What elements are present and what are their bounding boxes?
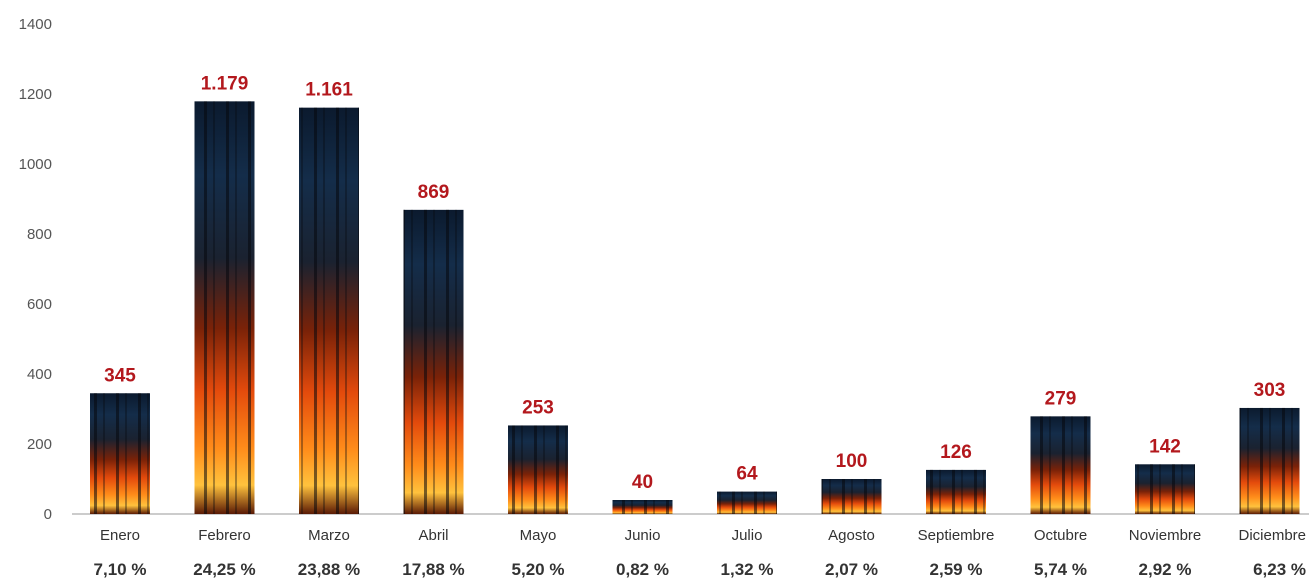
bar-texture bbox=[1135, 464, 1195, 514]
bar-texture bbox=[299, 108, 359, 514]
bar-texture bbox=[90, 393, 150, 514]
bar-texture bbox=[717, 492, 777, 514]
x-tick-label: Octubre bbox=[1034, 527, 1087, 544]
y-tick-label: 1200 bbox=[19, 86, 52, 103]
bar-texture bbox=[613, 500, 673, 514]
x-tick-label: Febrero bbox=[198, 527, 251, 544]
bar-diciembre bbox=[1240, 408, 1300, 514]
y-tick-label: 1000 bbox=[19, 156, 52, 173]
y-tick-label: 200 bbox=[27, 436, 52, 453]
bar-texture bbox=[508, 425, 568, 514]
bar-octubre bbox=[1031, 416, 1091, 514]
x-tick-label: Enero bbox=[100, 527, 140, 544]
y-tick-label: 0 bbox=[44, 506, 52, 523]
bars bbox=[90, 101, 1300, 514]
bar-texture bbox=[926, 470, 986, 514]
bar-value-label: 142 bbox=[1149, 436, 1181, 457]
bar-abril bbox=[404, 210, 464, 514]
y-tick-label: 400 bbox=[27, 366, 52, 383]
bar-texture bbox=[1031, 416, 1091, 514]
bar-enero bbox=[90, 393, 150, 514]
bar-value-label: 1.161 bbox=[305, 80, 353, 101]
y-tick-label: 1400 bbox=[19, 16, 52, 33]
bar-value-label: 40 bbox=[632, 472, 653, 493]
bar-noviembre bbox=[1135, 464, 1195, 514]
y-axis: 0 200 400 600 800 1000 1200 1400 bbox=[19, 16, 52, 523]
x-tick-label: Abril bbox=[418, 527, 448, 544]
bar-texture bbox=[822, 479, 882, 514]
bar-junio bbox=[613, 500, 673, 514]
bar-value-label: 869 bbox=[418, 182, 450, 203]
x-axis-labels: Enero Febrero Marzo Abril Mayo Junio Julio Agos… bbox=[100, 527, 1306, 544]
bar-agosto bbox=[822, 479, 882, 514]
percentage-label: 2,07 % bbox=[825, 560, 878, 579]
value-labels: 345 1.179 1.161 869 253 40 64 100 126 279 142 303 bbox=[104, 73, 1285, 493]
x-tick-label: Agosto bbox=[828, 527, 875, 544]
percentage-label: 1,32 % bbox=[721, 560, 774, 579]
bar-value-label: 253 bbox=[522, 397, 554, 418]
bar-value-label: 126 bbox=[940, 442, 972, 463]
y-tick-label: 800 bbox=[27, 226, 52, 243]
bar-value-label: 279 bbox=[1045, 388, 1077, 409]
bar-marzo bbox=[299, 108, 359, 514]
bar-value-label: 303 bbox=[1254, 380, 1286, 401]
percentage-label: 5,74 % bbox=[1034, 560, 1087, 579]
bar-texture bbox=[1240, 408, 1300, 514]
percentage-label: 23,88 % bbox=[298, 560, 360, 579]
percentage-label: 17,88 % bbox=[402, 560, 464, 579]
bar-texture bbox=[195, 101, 255, 514]
percentage-label: 24,25 % bbox=[193, 560, 255, 579]
percentage-labels: 7,10 % 24,25 % 23,88 % 17,88 % 5,20 % 0,82 % 1… bbox=[94, 560, 1306, 579]
y-tick-label: 600 bbox=[27, 296, 52, 313]
bar-febrero bbox=[195, 101, 255, 514]
bar-julio bbox=[717, 492, 777, 514]
percentage-label: 2,59 % bbox=[930, 560, 983, 579]
x-tick-label: Diciembre bbox=[1238, 527, 1306, 544]
bar-mayo bbox=[508, 425, 568, 514]
percentage-label: 7,10 % bbox=[94, 560, 147, 579]
x-tick-label: Septiembre bbox=[918, 527, 995, 544]
bar-value-label: 345 bbox=[104, 365, 136, 386]
x-tick-label: Marzo bbox=[308, 527, 350, 544]
x-tick-label: Junio bbox=[625, 527, 661, 544]
bar-septiembre bbox=[926, 470, 986, 514]
percentage-label: 6,23 % bbox=[1253, 560, 1306, 579]
bar-value-label: 1.179 bbox=[201, 73, 249, 94]
percentage-label: 0,82 % bbox=[616, 560, 669, 579]
x-tick-label: Noviembre bbox=[1129, 527, 1202, 544]
x-tick-label: Julio bbox=[732, 527, 763, 544]
percentage-label: 5,20 % bbox=[512, 560, 565, 579]
bar-texture bbox=[404, 210, 464, 514]
percentage-label: 2,92 % bbox=[1139, 560, 1192, 579]
bar-value-label: 100 bbox=[836, 451, 868, 472]
bar-value-label: 64 bbox=[736, 464, 758, 485]
x-tick-label: Mayo bbox=[520, 527, 557, 544]
